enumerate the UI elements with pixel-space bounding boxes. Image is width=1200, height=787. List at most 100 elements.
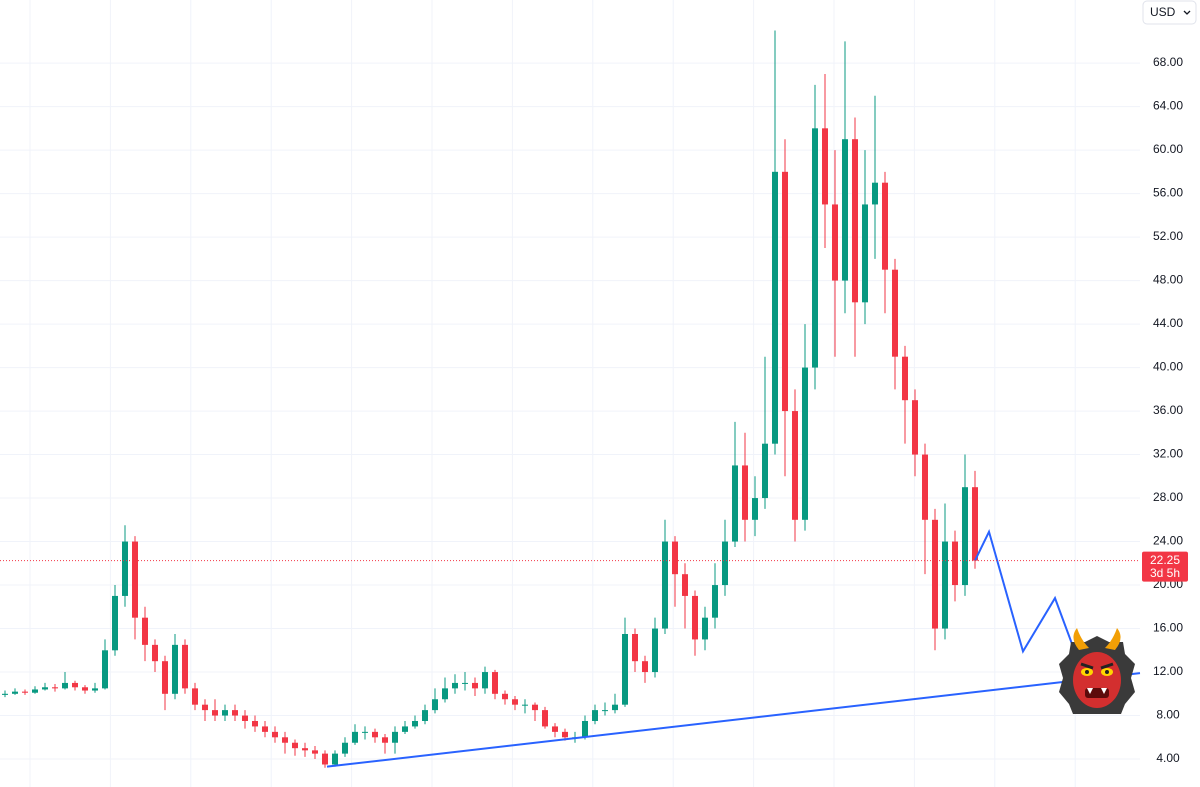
candle-body: [912, 400, 918, 455]
candle-body: [772, 171, 778, 444]
candle-body: [182, 644, 188, 689]
candle-body: [962, 487, 968, 586]
candle-body: [152, 644, 158, 662]
candle-body: [402, 726, 408, 732]
candle-body: [32, 689, 38, 693]
candle-body: [212, 710, 218, 716]
currency-label[interactable]: USD: [1150, 5, 1176, 19]
candle-body: [492, 672, 498, 694]
y-tick-label: 32.00: [1153, 447, 1183, 461]
candle-body: [112, 595, 118, 651]
candle-body: [642, 661, 648, 673]
candle-body: [392, 731, 398, 743]
candle-body: [322, 753, 328, 765]
candle-body: [162, 661, 168, 694]
y-tick-label: 40.00: [1153, 360, 1183, 374]
candle-body: [652, 628, 658, 673]
candle-body: [792, 411, 798, 520]
candle-body: [582, 720, 588, 738]
candle-body: [622, 633, 628, 705]
candle-body: [142, 617, 148, 645]
candle-body: [952, 541, 958, 586]
candle-body: [732, 465, 738, 542]
candle-body: [782, 171, 788, 412]
price-countdown: 3d 5h: [1150, 566, 1180, 580]
candle-body: [72, 682, 78, 688]
candle-body: [502, 693, 508, 700]
candle-body: [382, 737, 388, 743]
candle-body: [932, 519, 938, 629]
candle-body: [942, 541, 948, 629]
candle-body: [552, 726, 558, 732]
candle-body: [332, 753, 338, 765]
y-tick-label: 68.00: [1153, 55, 1183, 69]
candle-body: [902, 356, 908, 401]
candle-body: [612, 704, 618, 711]
trend-drawing: [974, 528, 1079, 661]
plot: [0, 30, 1141, 768]
y-tick-label: 56.00: [1153, 186, 1183, 200]
candle-body: [262, 726, 268, 732]
candle-body: [22, 691, 28, 693]
candle-body: [462, 682, 468, 684]
y-tick-label: 60.00: [1153, 142, 1183, 156]
candle-body: [82, 687, 88, 691]
candle-body: [842, 139, 848, 281]
y-tick-label: 36.00: [1153, 403, 1183, 417]
candle-body: [102, 650, 108, 689]
candle-body: [922, 454, 928, 520]
candle-body: [812, 128, 818, 368]
price-label-box: [1142, 551, 1188, 582]
candle-body: [222, 710, 228, 716]
candle-body: [452, 682, 458, 689]
candle-body: [92, 688, 98, 691]
candle-body: [532, 704, 538, 711]
trend-drawing: [326, 672, 1141, 768]
candle-body: [442, 688, 448, 700]
candle-body: [862, 204, 868, 303]
candle-body: [122, 541, 128, 596]
candle-body: [362, 731, 368, 733]
candle-body: [592, 710, 598, 721]
candle-body: [472, 682, 478, 689]
y-tick-label: 16.00: [1153, 621, 1183, 635]
candle-body: [62, 682, 68, 689]
candle-body: [352, 731, 358, 743]
candle-body: [692, 595, 698, 640]
candle-body: [312, 750, 318, 754]
candle-body: [562, 731, 568, 738]
y-tick-label: 8.00: [1156, 708, 1180, 722]
currency-select[interactable]: USD: [1142, 0, 1197, 25]
candle-body: [242, 715, 248, 721]
price-label: 22.25: [1150, 553, 1180, 567]
y-tick-label: 48.00: [1153, 273, 1183, 287]
candle-body: [752, 498, 758, 520]
price-axis: 4.008.0012.0016.0020.0024.0028.0032.0036…: [1142, 55, 1188, 765]
candle-body: [872, 182, 878, 205]
candle-body: [542, 710, 548, 727]
candle-body: [282, 737, 288, 743]
candle-body: [682, 574, 688, 596]
y-tick-label: 44.00: [1153, 316, 1183, 330]
y-tick-label: 12.00: [1153, 664, 1183, 678]
candle-body: [852, 139, 858, 303]
candle-body: [42, 687, 48, 690]
candle-body: [972, 487, 978, 561]
candle-body: [172, 644, 178, 694]
candle-body: [702, 617, 708, 640]
candle-body: [892, 269, 898, 357]
candle-body: [192, 688, 198, 705]
ogre-icon: [1059, 628, 1135, 714]
candle-body: [602, 710, 608, 712]
candle-body: [232, 710, 238, 716]
candle-body: [662, 541, 668, 629]
y-tick-label: 28.00: [1153, 490, 1183, 504]
candle-body: [272, 731, 278, 738]
candle-body: [822, 128, 828, 205]
candle-body: [712, 585, 718, 618]
candle-body: [412, 720, 418, 727]
candle-body: [432, 699, 438, 711]
y-tick-label: 4.00: [1156, 751, 1180, 765]
candle-body: [202, 704, 208, 711]
candle-body: [512, 699, 518, 705]
